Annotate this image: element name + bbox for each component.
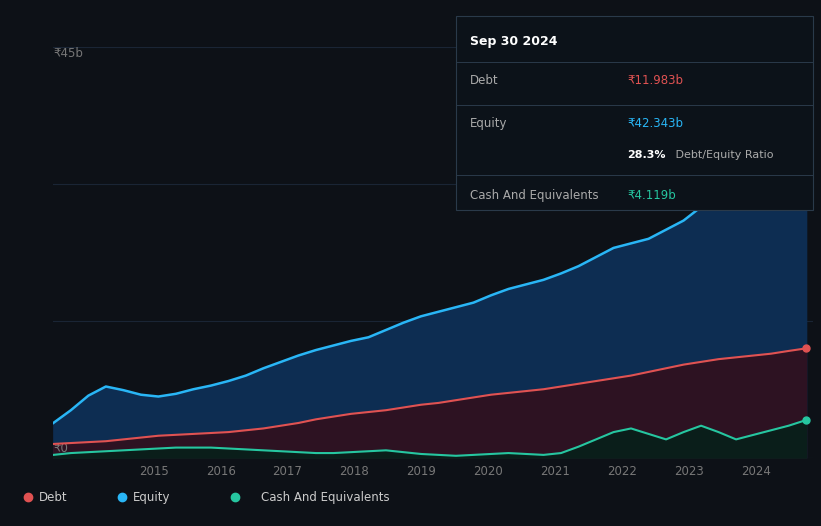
Text: 28.3%: 28.3% (627, 150, 666, 160)
Text: Equity: Equity (133, 491, 171, 503)
Text: Debt: Debt (470, 74, 498, 87)
Text: Cash And Equivalents: Cash And Equivalents (470, 189, 599, 202)
Text: ₹42.343b: ₹42.343b (627, 117, 683, 130)
Text: Sep 30 2024: Sep 30 2024 (470, 35, 557, 48)
Text: Debt/Equity Ratio: Debt/Equity Ratio (672, 150, 773, 160)
FancyBboxPatch shape (456, 16, 813, 210)
Text: Cash And Equivalents: Cash And Equivalents (261, 491, 390, 503)
Text: ₹0: ₹0 (53, 442, 68, 455)
Text: ₹45b: ₹45b (53, 47, 83, 60)
Text: ₹11.983b: ₹11.983b (627, 74, 683, 87)
Text: Equity: Equity (470, 117, 507, 130)
Text: ₹4.119b: ₹4.119b (627, 189, 676, 202)
Text: Debt: Debt (39, 491, 67, 503)
